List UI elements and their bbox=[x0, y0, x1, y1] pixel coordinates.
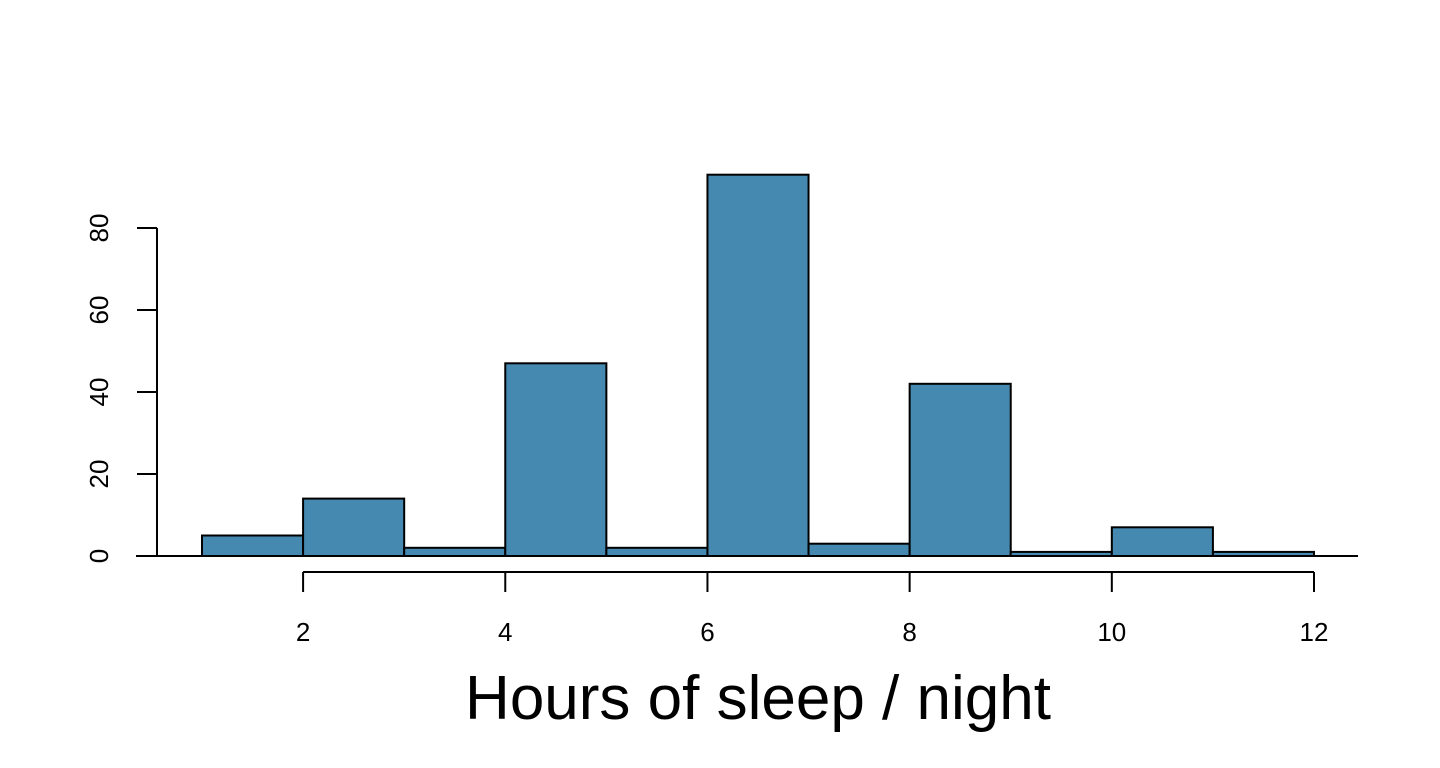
x-axis: 2 4 6 8 10 12 bbox=[296, 571, 1329, 647]
y-axis: 0 20 40 60 80 bbox=[84, 214, 158, 563]
x-tick-label-12: 12 bbox=[1300, 617, 1329, 647]
x-tick-label-6: 6 bbox=[700, 617, 714, 647]
x-tick-label-2: 2 bbox=[296, 617, 310, 647]
x-tick-label-4: 4 bbox=[498, 617, 512, 647]
histogram-bar-1-2 bbox=[201, 534, 305, 557]
histogram-bar-10-11 bbox=[1110, 526, 1214, 557]
y-tick-label-20: 20 bbox=[84, 460, 114, 489]
histogram-bar-3-4 bbox=[403, 546, 507, 557]
histogram-bar-4-5 bbox=[504, 362, 608, 557]
y-tick-label-80: 80 bbox=[84, 214, 114, 243]
bars-layer bbox=[201, 173, 1315, 558]
x-tick-label-8: 8 bbox=[902, 617, 916, 647]
histogram-bar-8-9 bbox=[908, 382, 1012, 557]
y-tick-label-40: 40 bbox=[84, 378, 114, 407]
histogram-bar-2-3 bbox=[302, 497, 406, 558]
histogram-bar-7-8 bbox=[807, 542, 911, 558]
y-tick-label-60: 60 bbox=[84, 296, 114, 325]
x-tick-label-10: 10 bbox=[1097, 617, 1126, 647]
y-tick-label-0: 0 bbox=[84, 549, 114, 563]
histogram-bar-6-7 bbox=[706, 173, 810, 557]
histogram-bar-5-6 bbox=[605, 546, 709, 557]
x-axis-title: Hours of sleep / night bbox=[465, 664, 1051, 733]
